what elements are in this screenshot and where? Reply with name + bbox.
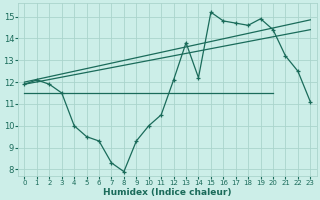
X-axis label: Humidex (Indice chaleur): Humidex (Indice chaleur) [103, 188, 232, 197]
